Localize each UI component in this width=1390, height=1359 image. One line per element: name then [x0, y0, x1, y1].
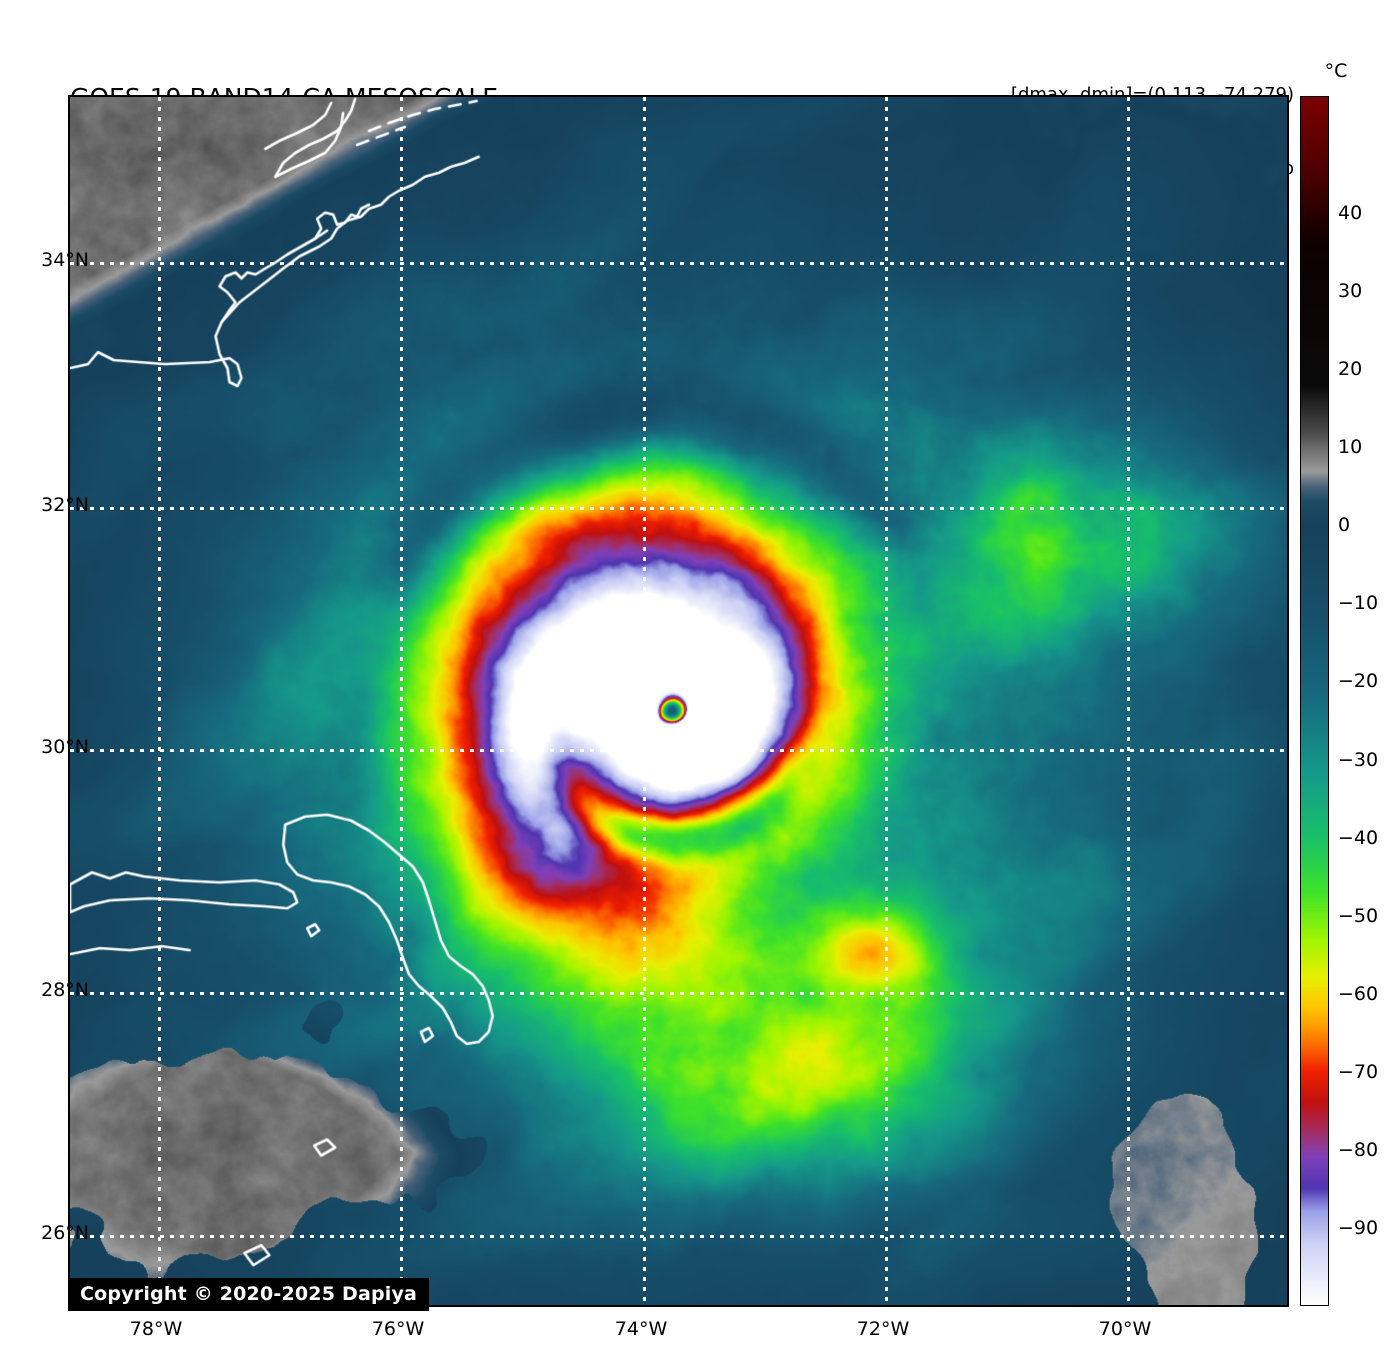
colorbar-tick-label: −10	[1338, 592, 1379, 615]
colorbar-tick-label: 20	[1338, 358, 1363, 381]
colorbar-tick-label: −30	[1338, 748, 1379, 771]
colorbar-unit-label: °C	[1324, 60, 1348, 82]
colorbar-tick-label: −50	[1338, 904, 1379, 927]
colorbar-tick-label: −90	[1338, 1216, 1379, 1239]
longitude-tick-label: 76°W	[371, 1318, 425, 1340]
satellite-plot	[68, 95, 1289, 1307]
colorbar-tick-label: −20	[1338, 670, 1379, 693]
colorbar-gradient	[1301, 97, 1328, 1305]
latitude-tick-label: 30°N	[41, 736, 89, 758]
colorbar-tick-label: −80	[1338, 1138, 1379, 1161]
longitude-tick-label: 70°W	[1098, 1318, 1152, 1340]
colorbar-tick-label: 40	[1338, 202, 1363, 225]
colorbar-tick-label: −40	[1338, 826, 1379, 849]
colorbar	[1300, 96, 1329, 1306]
latitude-tick-label: 34°N	[41, 249, 89, 271]
longitude-tick-label: 74°W	[614, 1318, 668, 1340]
colorbar-tick-label: −60	[1338, 982, 1379, 1005]
colorbar-tick-label: 10	[1338, 436, 1363, 459]
colorbar-tick-label: 30	[1338, 280, 1363, 303]
colorbar-tick-label: −70	[1338, 1060, 1379, 1083]
copyright-banner: Copyright © 2020-2025 Dapiya	[68, 1278, 430, 1311]
latitude-tick-label: 32°N	[41, 494, 89, 516]
latitude-tick-label: 26°N	[41, 1222, 89, 1244]
longitude-tick-label: 78°W	[129, 1318, 183, 1340]
colorbar-tick-label: 0	[1338, 514, 1351, 537]
latitude-tick-label: 28°N	[41, 979, 89, 1001]
satellite-imagery-canvas	[70, 97, 1287, 1305]
longitude-tick-label: 72°W	[856, 1318, 910, 1340]
